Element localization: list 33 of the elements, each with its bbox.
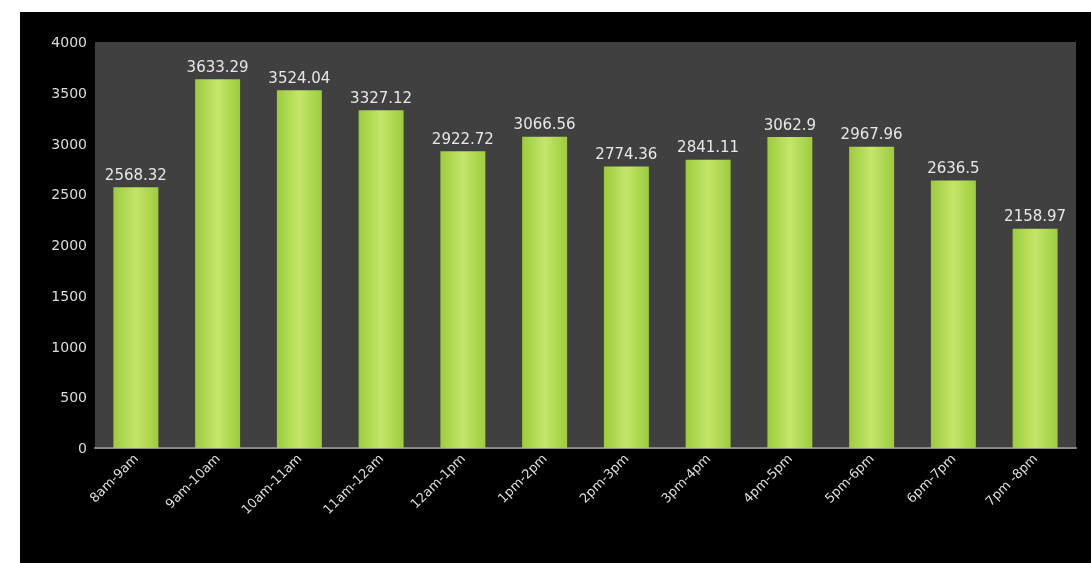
data-label: 3066.56 xyxy=(513,115,576,134)
y-tick-label: 1000 xyxy=(51,338,87,355)
y-tick-label: 4000 xyxy=(51,34,87,50)
data-label: 3524.04 xyxy=(268,68,331,87)
bar xyxy=(603,166,649,448)
bar xyxy=(930,180,976,448)
y-tick-label: 500 xyxy=(60,389,87,406)
bar xyxy=(276,90,322,448)
bar xyxy=(849,146,895,448)
bar xyxy=(113,187,159,448)
y-tick-label: 3000 xyxy=(51,135,87,152)
data-label: 2841.11 xyxy=(677,138,740,157)
data-label: 3327.12 xyxy=(350,88,413,107)
bar xyxy=(195,79,241,448)
data-label: 2636.5 xyxy=(927,158,980,177)
y-tick-label: 2500 xyxy=(51,186,87,203)
y-tick-label: 2000 xyxy=(51,237,87,253)
bar xyxy=(1012,228,1058,448)
data-label: 2568.32 xyxy=(104,165,167,184)
data-label: 2158.97 xyxy=(1004,207,1067,226)
data-label: 2922.72 xyxy=(431,129,494,148)
y-tick-label: 1500 xyxy=(51,287,87,304)
data-label: 2774.36 xyxy=(595,144,658,163)
data-label: 3062.9 xyxy=(763,115,817,134)
data-label: 3633.29 xyxy=(186,57,249,76)
bar xyxy=(685,159,731,448)
y-tick-label: 0 xyxy=(78,440,87,456)
bar xyxy=(767,137,813,448)
bar xyxy=(522,136,568,448)
bar xyxy=(358,110,404,448)
y-tick-label: 3500 xyxy=(51,84,87,101)
bar xyxy=(440,151,486,448)
data-label: 2967.96 xyxy=(840,125,903,144)
